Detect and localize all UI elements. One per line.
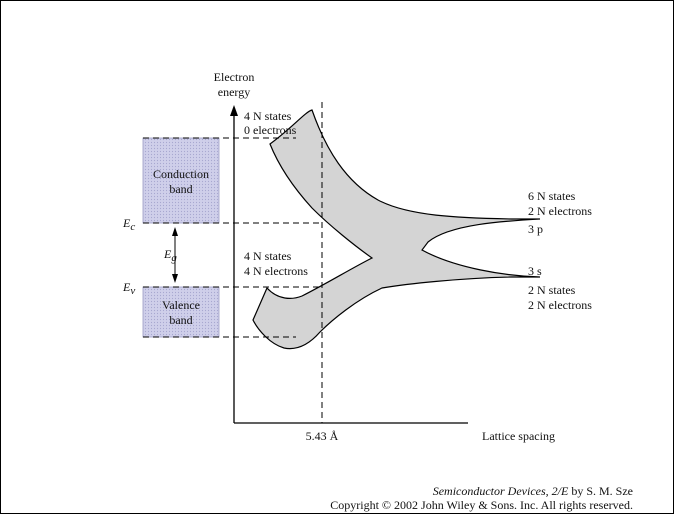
eg-arrow-up [172, 227, 178, 236]
upper-band-region [252, 109, 541, 350]
right-lower-electrons-label: 2 N electrons [528, 298, 592, 312]
lattice-constant-label: 5.43 Å [306, 429, 339, 443]
y-axis-label-line2: energy [218, 85, 250, 99]
credit-book-line: Semiconductor Devices, 2/E by S. M. Sze [433, 484, 633, 498]
valence-band-box [142, 286, 220, 338]
ev-label: Ev [122, 280, 135, 297]
credit-copyright-line: Copyright © 2002 John Wiley & Sons. Inc.… [330, 498, 633, 512]
mid-electrons-label: 4 N electrons [244, 264, 308, 278]
mid-states-label: 4 N states [244, 249, 292, 263]
valence-band-label-line2: band [169, 313, 192, 327]
right-lower-orbital-label: 3 s [528, 264, 542, 278]
conduction-band-label-line2: band [169, 182, 192, 196]
top-states-label: 4 N states [244, 109, 292, 123]
eg-arrow-down [172, 274, 178, 283]
conduction-band-label-line1: Conduction [153, 167, 209, 181]
energy-axis-arrow [230, 105, 238, 116]
x-axis-label: Lattice spacing [482, 429, 555, 443]
top-electrons-label: 0 electrons [244, 123, 297, 137]
conduction-band-box [142, 137, 220, 224]
right-upper-electrons-label: 2 N electrons [528, 204, 592, 218]
right-lower-states-label: 2 N states [528, 283, 576, 297]
y-axis-label-line1: Electron [214, 70, 255, 84]
valence-band-label-line1: Valence [162, 298, 200, 312]
right-upper-orbital-label: 3 p [528, 222, 543, 236]
eg-label: Eg [163, 247, 177, 264]
ec-label: Ec [122, 216, 135, 233]
right-upper-states-label: 6 N states [528, 189, 576, 203]
